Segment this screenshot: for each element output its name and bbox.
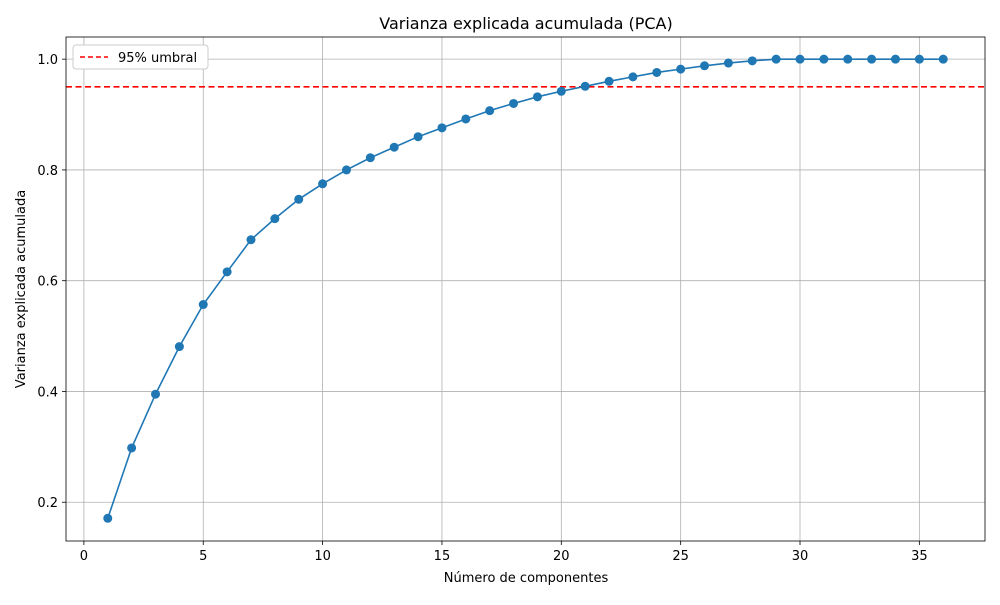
data-point xyxy=(747,56,757,66)
data-point xyxy=(437,123,447,133)
data-point xyxy=(389,142,399,152)
data-point xyxy=(867,54,877,64)
data-point xyxy=(103,513,113,523)
plot-frame xyxy=(65,36,986,542)
y-tick-label: 0.2 xyxy=(37,496,58,511)
data-point xyxy=(795,54,805,64)
data-point xyxy=(365,153,375,163)
data-point xyxy=(174,342,184,352)
chart-title: Varianza explicada acumulada (PCA) xyxy=(379,14,673,33)
data-point xyxy=(843,54,853,64)
data-point xyxy=(151,389,161,399)
y-axis-label: Varianza explicada acumulada xyxy=(14,190,29,388)
data-point xyxy=(485,106,495,116)
x-tick-label: 30 xyxy=(792,549,809,564)
x-axis-label: Número de componentes xyxy=(444,571,609,586)
x-tick-label: 25 xyxy=(672,549,689,564)
data-point xyxy=(461,114,471,124)
data-point xyxy=(938,54,948,64)
series-layer xyxy=(103,54,948,523)
data-point xyxy=(700,61,710,71)
y-tick-label: 0.4 xyxy=(37,385,58,400)
data-point xyxy=(509,98,519,108)
data-point xyxy=(628,72,638,82)
data-point xyxy=(819,54,829,64)
data-point xyxy=(222,267,232,277)
x-tick-label: 15 xyxy=(434,549,451,564)
data-point xyxy=(676,64,686,74)
legend: 95% umbral xyxy=(72,44,209,70)
data-point xyxy=(413,132,423,142)
x-tick-label: 20 xyxy=(553,549,570,564)
data-point xyxy=(556,86,566,96)
x-tick-label: 35 xyxy=(911,549,928,564)
x-tick-label: 0 xyxy=(80,549,88,564)
data-point xyxy=(127,443,137,453)
y-tick-label: 1.0 xyxy=(37,53,58,68)
y-tick-label: 0.6 xyxy=(37,275,58,290)
data-point xyxy=(294,194,304,204)
data-point xyxy=(270,214,280,224)
y-tick-label: 0.8 xyxy=(37,164,58,179)
data-point xyxy=(341,165,351,175)
data-point xyxy=(771,54,781,64)
data-point xyxy=(580,81,590,91)
data-point xyxy=(652,67,662,77)
data-point xyxy=(198,300,208,310)
data-point xyxy=(318,179,328,189)
axes xyxy=(65,36,986,542)
data-point xyxy=(914,54,924,64)
ticks: 0 5 10 15 20 25 30 35 0.2 0.4 0.6 0.8 1.0 xyxy=(37,53,927,564)
data-point xyxy=(246,235,256,245)
legend-threshold-label: 95% umbral xyxy=(118,51,197,66)
x-tick-label: 5 xyxy=(199,549,207,564)
data-point xyxy=(723,58,733,68)
data-point xyxy=(532,92,542,102)
data-point xyxy=(604,76,614,86)
legend-box xyxy=(72,44,209,70)
data-point xyxy=(890,54,900,64)
x-tick-label: 10 xyxy=(314,549,331,564)
